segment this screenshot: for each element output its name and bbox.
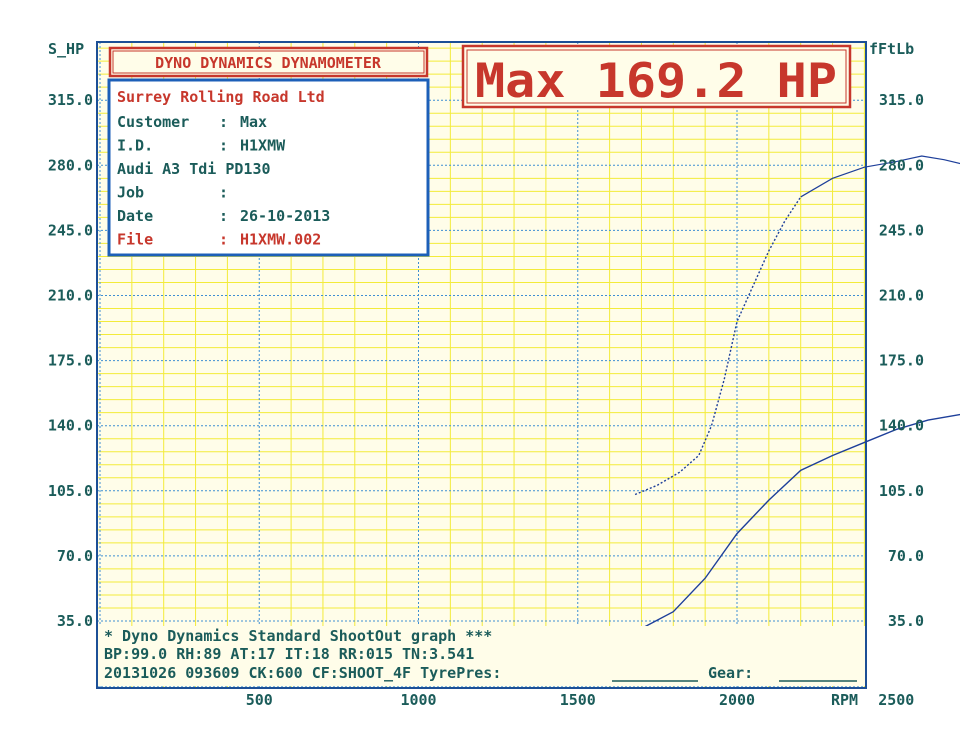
y-left-tick-label: 140.0	[48, 417, 93, 435]
footer-line-1: * Dyno Dynamics Standard ShootOut graph …	[104, 627, 492, 645]
gear-label: Gear:	[708, 664, 753, 682]
info-lines: Customer: Max I.D.: H1XMW Audi A3 Tdi PD130 J…	[117, 113, 330, 249]
y-right-axis-label: fFtLb	[869, 40, 914, 58]
y-left-tick-label: 105.0	[48, 482, 93, 500]
info-value: H1XMW.002	[240, 231, 321, 249]
info-separator: :	[219, 113, 228, 131]
y-right-tick-label: 280.0	[879, 156, 924, 174]
title-box	[108, 46, 429, 78]
max-box	[461, 44, 852, 109]
info-separator: :	[219, 207, 228, 225]
info-value: Max	[240, 113, 267, 131]
footer-line-3: 20131026 093609 CK:600 CF:SHOOT_4F TyreP…	[104, 664, 501, 682]
footer-line-2: BP:99.0 RH:89 AT:17 IT:18 RR:015 TN:3.54…	[104, 645, 474, 663]
title-box-inner	[112, 50, 425, 74]
series-layer	[625, 155, 960, 637]
info-label: Job	[117, 184, 144, 202]
tick-layer: 35.0 35.0 70.0 70.0 105.0 105.0 140.0 140.0 175.…	[48, 91, 924, 709]
info-separator: :	[219, 184, 228, 202]
y-left-tick-label: 315.0	[48, 91, 93, 109]
info-separator: :	[219, 231, 228, 249]
info-label: Date	[117, 207, 153, 225]
info-value: 26-10-2013	[240, 207, 330, 225]
info-box	[107, 78, 430, 257]
y-right-tick-label: 245.0	[879, 221, 924, 239]
x-tick-label: 500	[246, 691, 273, 709]
y-right-tick-label: 70.0	[888, 547, 924, 565]
y-right-tick-label: 175.0	[879, 352, 924, 370]
chart-title: DYNO DYNAMICS DYNAMOMETER	[155, 54, 382, 72]
info-label: Customer	[117, 113, 189, 131]
y-right-tick-label: 105.0	[879, 482, 924, 500]
y-left-tick-label: 210.0	[48, 287, 93, 305]
x-axis-unit-label: RPM	[831, 691, 858, 709]
x-tick-label: 2500	[878, 691, 914, 709]
info-label: I.D.	[117, 137, 153, 155]
max-hp-label: Max 169.2 HP	[475, 54, 837, 109]
y-right-tick-label: 35.0	[888, 612, 924, 630]
y-right-tick-label: 315.0	[879, 91, 924, 109]
info-value: H1XMW	[240, 137, 286, 155]
series-line-s-hp	[625, 413, 960, 637]
company-name: Surrey Rolling Road Ltd	[117, 88, 325, 106]
y-right-tick-label: 210.0	[879, 287, 924, 305]
y-left-tick-label: 280.0	[48, 156, 93, 174]
y-left-axis-label: S_HP	[48, 40, 84, 58]
y-left-tick-label: 175.0	[48, 352, 93, 370]
info-label: Audi A3 Tdi PD130	[117, 160, 271, 178]
footer-background	[98, 626, 865, 686]
y-right-tick-label: 140.0	[879, 417, 924, 435]
series-line-fftlb	[800, 155, 960, 198]
x-tick-label: 1000	[400, 691, 436, 709]
max-box-inner	[466, 49, 847, 104]
y-left-tick-label: 70.0	[57, 547, 93, 565]
y-left-tick-label: 245.0	[48, 221, 93, 239]
x-tick-label: 2000	[719, 691, 755, 709]
x-tick-label: 1500	[560, 691, 596, 709]
plot-frame	[96, 41, 867, 689]
series-line-fftlb-dotted	[634, 196, 802, 496]
info-separator: :	[219, 137, 228, 155]
info-label: File	[117, 231, 153, 249]
y-left-tick-label: 35.0	[57, 612, 93, 630]
